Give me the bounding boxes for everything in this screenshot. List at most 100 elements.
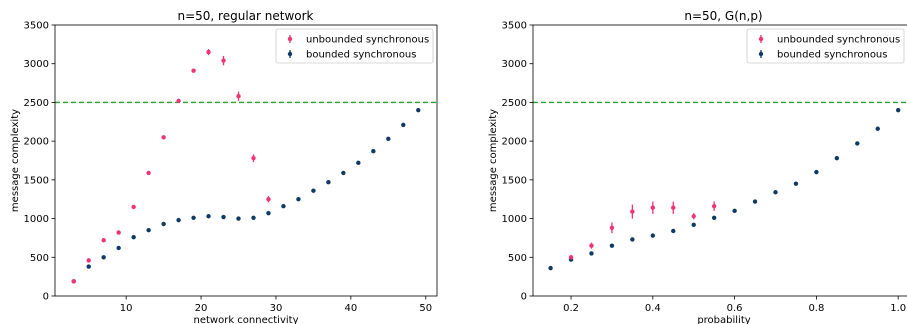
y-tick-label: 3000 — [24, 59, 49, 70]
point-bounded — [711, 215, 717, 220]
point-bounded — [650, 233, 656, 238]
x-tick-label: 50 — [419, 303, 432, 314]
x-tick-label: 0.2 — [563, 303, 579, 314]
point-bounded — [691, 222, 696, 227]
x-axis-label: probability — [697, 315, 750, 324]
point-bounded — [116, 245, 121, 251]
y-tick-label: 2000 — [502, 137, 527, 148]
point-bounded — [281, 203, 286, 209]
point-unbounded — [206, 49, 211, 55]
point-unbounded — [671, 205, 676, 210]
point-bounded — [630, 237, 635, 242]
x-tick-label: 10 — [120, 303, 133, 314]
y-axis-label: message complexity — [488, 109, 499, 212]
y-tick-label: 2500 — [502, 98, 527, 109]
point-bounded — [146, 227, 151, 233]
plot-frame — [54, 24, 438, 297]
point-unbounded — [101, 238, 106, 243]
chart-regular-network: n=50, regular network network connectivi… — [10, 9, 438, 324]
point-bounded — [356, 160, 361, 166]
y-tick-label: 1000 — [502, 214, 527, 225]
point-bounded — [221, 214, 226, 220]
x-tick-label: 40 — [344, 303, 357, 314]
y-tick-label: 0 — [43, 292, 49, 303]
point-bounded — [326, 179, 331, 185]
point-unbounded — [266, 197, 271, 202]
legend-box — [275, 28, 434, 64]
y-tick-label: 3000 — [502, 59, 527, 70]
plot-frame — [532, 24, 907, 297]
point-unbounded — [711, 203, 717, 209]
point-unbounded — [131, 204, 136, 210]
legend-label-unbounded: unbounded synchronous — [777, 35, 900, 46]
x-axis-ticks: 10 20 30 40 50 — [120, 296, 432, 314]
x-axis-ticks: 0.2 0.4 0.6 0.8 1.0 — [563, 296, 906, 314]
x-tick-label: 0.4 — [645, 303, 661, 314]
point-bounded — [266, 210, 271, 216]
point-bounded — [875, 126, 880, 131]
point-bounded — [371, 149, 376, 154]
point-bounded — [855, 141, 860, 146]
y-tick-label: 500 — [30, 253, 49, 264]
point-bounded — [814, 169, 819, 175]
y-tick-label: 2000 — [24, 137, 49, 148]
legend-entry-bounded: bounded synchronous — [287, 50, 416, 61]
y-tick-label: 3500 — [24, 21, 49, 32]
point-unbounded — [589, 243, 594, 248]
point-bounded — [752, 199, 758, 204]
legend-label-unbounded: unbounded synchronous — [306, 35, 429, 46]
point-bounded — [251, 215, 256, 220]
point-unbounded — [191, 68, 196, 73]
x-tick-label: 0.6 — [727, 303, 743, 314]
point-bounded — [589, 251, 594, 256]
point-bounded — [296, 197, 301, 202]
point-bounded — [609, 243, 615, 248]
y-axis-label: message complexity — [10, 109, 21, 212]
point-bounded — [176, 217, 181, 223]
point-unbounded — [221, 58, 226, 63]
point-unbounded — [116, 230, 121, 235]
point-bounded — [101, 255, 106, 260]
point-unbounded — [236, 94, 241, 99]
y-tick-label: 3500 — [502, 21, 527, 32]
y-tick-label: 1000 — [24, 214, 49, 225]
y-axis-ticks: 0 500 1000 1500 2000 2500 3000 3500 — [24, 21, 55, 303]
point-bounded — [161, 221, 166, 227]
legend-label-bounded: bounded synchronous — [777, 50, 887, 61]
point-bounded — [773, 190, 778, 195]
point-bounded — [401, 122, 406, 128]
x-tick-label: 30 — [270, 303, 283, 314]
legend-dot-unbounded — [287, 36, 293, 42]
x-tick-label: 1.0 — [890, 303, 906, 314]
point-unbounded — [176, 98, 181, 104]
y-tick-label: 500 — [508, 253, 527, 264]
x-tick-label: 0.8 — [808, 303, 824, 314]
point-bounded — [131, 234, 136, 240]
legend-entry-unbounded: unbounded synchronous — [287, 35, 429, 46]
point-unbounded — [691, 214, 696, 219]
y-tick-label: 1500 — [502, 175, 527, 186]
point-unbounded — [146, 170, 151, 176]
point-unbounded — [650, 205, 656, 210]
y-axis-ticks: 0 500 1000 1500 2000 2500 3000 3500 — [502, 21, 533, 303]
point-unbounded — [568, 255, 574, 260]
data-points — [71, 49, 421, 284]
chart-gnp: n=50, G(n,p) probability message complex… — [488, 9, 907, 324]
legend: unbounded synchronous bounded synchronou… — [746, 28, 905, 64]
point-unbounded — [161, 135, 166, 140]
legend-box — [746, 28, 905, 64]
y-tick-label: 0 — [521, 292, 527, 303]
legend: unbounded synchronous bounded synchronou… — [275, 28, 434, 64]
legend-dot-unbounded — [758, 36, 764, 42]
x-tick-label: 20 — [195, 303, 208, 314]
point-unbounded — [609, 225, 615, 231]
legend-dot-bounded — [758, 51, 764, 57]
chart-title: n=50, regular network — [177, 9, 313, 23]
point-bounded — [236, 216, 241, 221]
point-bounded — [895, 107, 901, 113]
legend-entry-unbounded: unbounded synchronous — [758, 35, 900, 46]
data-points — [548, 107, 901, 271]
point-bounded — [732, 208, 737, 214]
point-bounded — [86, 264, 91, 269]
